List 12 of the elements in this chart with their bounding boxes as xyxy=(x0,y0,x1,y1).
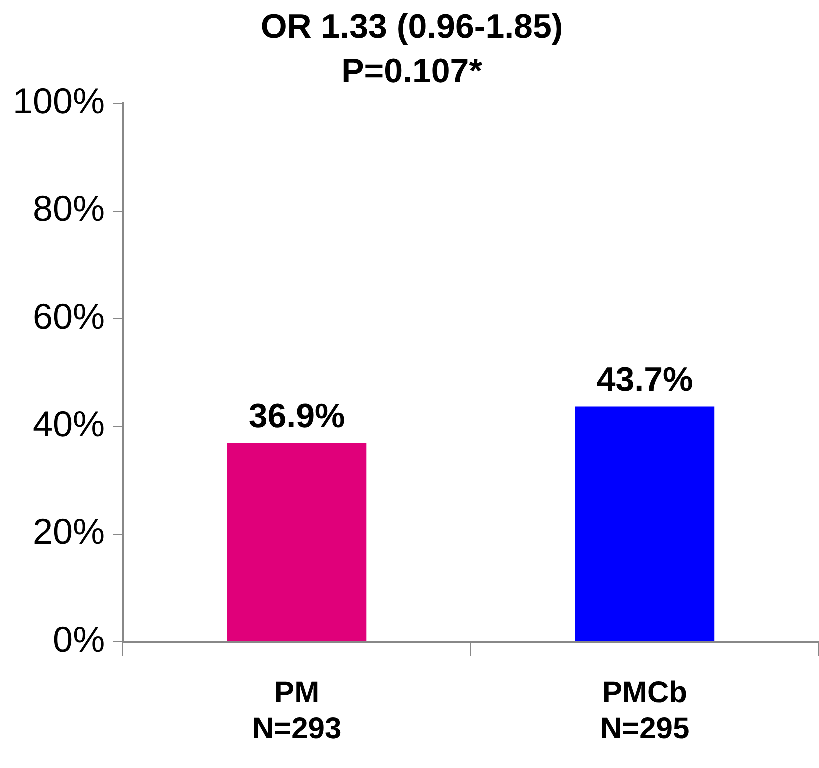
x-tick-label: PMCb N=295 xyxy=(600,676,690,746)
data-label: 43.7% xyxy=(596,361,694,400)
data-label: 36.9% xyxy=(248,398,346,436)
y-tick-label: 60% xyxy=(33,296,106,337)
y-tick-label: 20% xyxy=(33,511,106,552)
chart-subtitle: P=0.107* xyxy=(342,52,484,91)
y-tick-label: 0% xyxy=(53,618,106,660)
x-tick-label: PM N=293 xyxy=(252,676,342,746)
y-tick-label: 80% xyxy=(33,188,106,230)
chart-title: OR 1.33 (0.96-1.85) xyxy=(260,8,564,46)
y-tick-label: 40% xyxy=(33,404,106,445)
y-tick-label: 100% xyxy=(12,80,106,122)
